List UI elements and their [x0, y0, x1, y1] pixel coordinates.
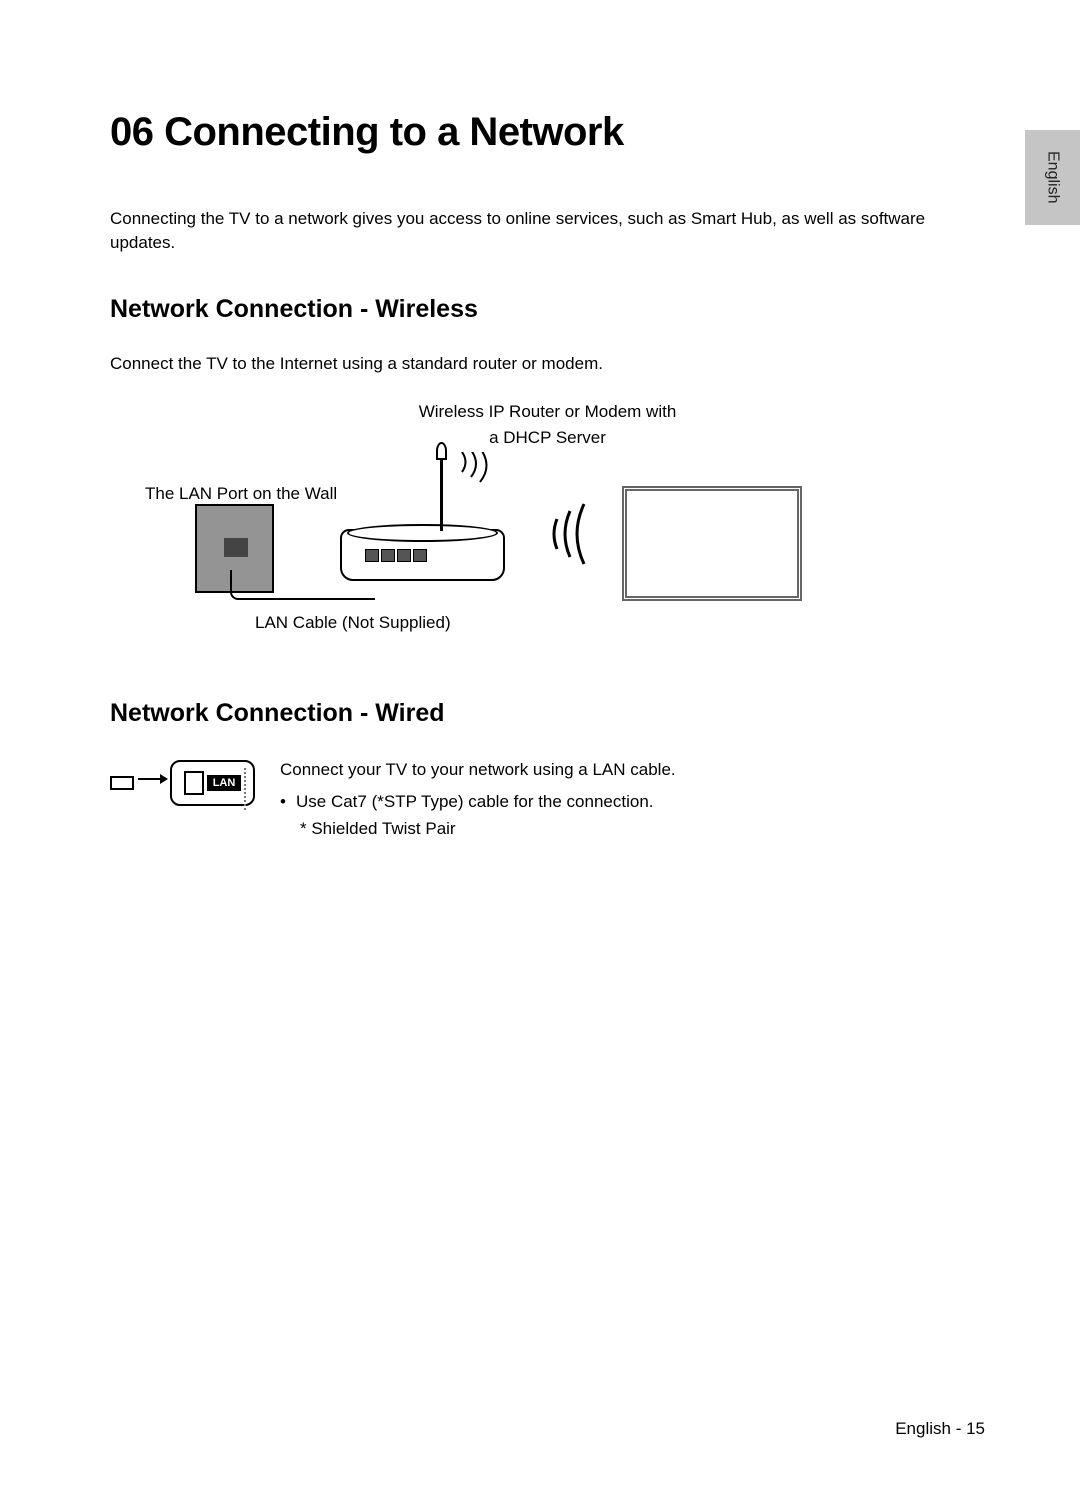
router-ports	[365, 549, 435, 564]
lan-port-diagram: LAN	[110, 756, 255, 811]
wired-heading: Network Connection - Wired	[110, 699, 985, 728]
wireless-heading: Network Connection - Wireless	[110, 295, 985, 324]
lan-jack-box: LAN	[170, 760, 255, 806]
main-heading: 06 Connecting to a Network	[110, 110, 985, 155]
antenna-tip	[436, 442, 447, 460]
wall-plate-icon	[195, 504, 274, 593]
lan-label: LAN	[207, 775, 242, 791]
wall-label: The LAN Port on the Wall	[145, 484, 337, 504]
intro-text: Connecting the TV to a network gives you…	[110, 207, 985, 255]
wired-section: LAN Connect your TV to your network usin…	[110, 756, 985, 846]
tv-icon	[622, 486, 802, 601]
wired-intro: Connect your TV to your network using a …	[280, 756, 985, 783]
antenna-icon	[440, 449, 443, 531]
wired-text-block: Connect your TV to your network using a …	[280, 756, 985, 846]
cable-label: LAN Cable (Not Supplied)	[255, 613, 451, 633]
page-container: 06 Connecting to a Network Connecting th…	[0, 0, 1080, 896]
lan-plug-icon	[110, 776, 134, 790]
wired-bullet: Use Cat7 (*STP Type) cable for the conne…	[296, 788, 985, 815]
wired-footnote: * Shielded Twist Pair	[280, 815, 985, 842]
wireless-text: Connect the TV to the Internet using a s…	[110, 352, 985, 376]
wifi-signal-out-icon	[457, 452, 497, 492]
arrow-icon	[138, 778, 162, 780]
lan-jack-icon	[184, 771, 204, 795]
wifi-signal-in-icon	[540, 499, 595, 569]
router-label: Wireless IP Router or Modem with a DHCP …	[418, 399, 678, 450]
page-footer: English - 15	[895, 1419, 985, 1439]
cable-line	[230, 585, 375, 600]
wireless-diagram: Wireless IP Router or Modem with a DHCP …	[110, 399, 985, 669]
